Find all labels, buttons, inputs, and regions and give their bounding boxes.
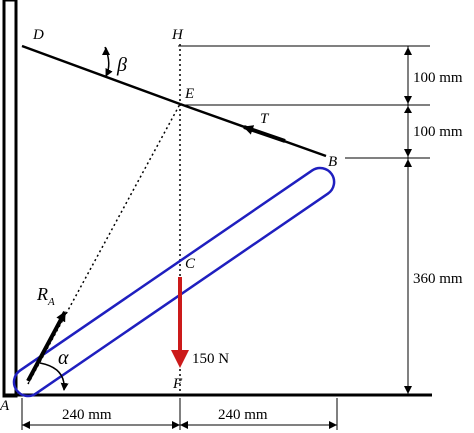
dotted-line-ae bbox=[27, 103, 181, 385]
alpha-arc bbox=[39, 362, 69, 391]
label-reaction-base: R bbox=[36, 284, 48, 304]
label-reaction: RA bbox=[36, 284, 55, 308]
tension-arrow bbox=[243, 125, 286, 143]
label-f: F bbox=[172, 376, 183, 392]
label-load: 150 N bbox=[192, 351, 229, 367]
label-beta: β bbox=[116, 54, 127, 76]
vertical-dimension bbox=[404, 46, 412, 395]
label-b: B bbox=[328, 154, 337, 170]
label-a: A bbox=[0, 398, 10, 414]
label-reaction-sub: A bbox=[47, 296, 55, 308]
dim-label-vertical-3: 360 mm bbox=[413, 271, 463, 287]
dim-label-vertical-1: 100 mm bbox=[413, 70, 463, 86]
dim-label-horizontal-1: 240 mm bbox=[62, 407, 112, 423]
label-d: D bbox=[32, 27, 44, 43]
load-arrow bbox=[171, 277, 189, 368]
horizontal-dimension bbox=[21, 398, 338, 430]
label-alpha: α bbox=[58, 347, 69, 369]
reaction-arrow bbox=[26, 311, 67, 382]
label-c: C bbox=[185, 256, 196, 272]
label-tension: T bbox=[260, 111, 270, 127]
label-e: E bbox=[184, 86, 194, 102]
label-h: H bbox=[171, 27, 184, 43]
dim-label-vertical-2: 100 mm bbox=[413, 124, 463, 140]
dim-label-horizontal-2: 240 mm bbox=[218, 407, 268, 423]
cable-de bbox=[21, 44, 181, 106]
wall bbox=[2, 0, 18, 398]
